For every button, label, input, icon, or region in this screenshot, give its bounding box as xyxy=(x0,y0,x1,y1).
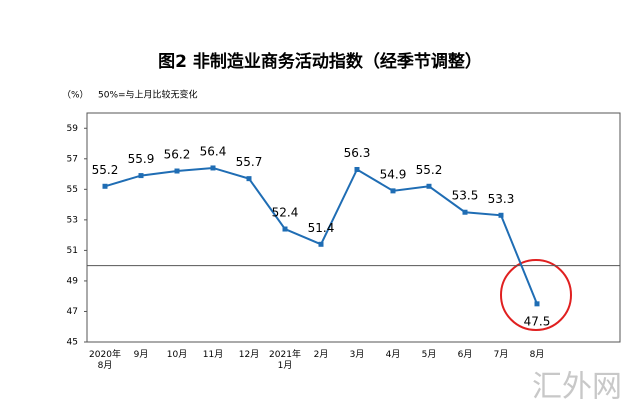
data-label: 55.7 xyxy=(236,155,263,169)
x-tick-label: 8月 xyxy=(529,350,545,360)
data-label: 55.2 xyxy=(416,163,443,177)
data-label: 51.4 xyxy=(308,221,335,235)
x-tick-label: 4月 xyxy=(385,350,401,360)
point xyxy=(498,212,504,218)
y-tick-label: 59 xyxy=(67,124,79,134)
chart-title: 图2 非制造业商务活动指数（经季节调整） xyxy=(158,51,482,72)
data-label: 55.2 xyxy=(92,163,119,177)
data-label: 53.5 xyxy=(452,189,479,203)
y-tick-label: 49 xyxy=(67,276,79,286)
x-tick-label: 11月 xyxy=(202,350,224,360)
point xyxy=(318,241,324,247)
point xyxy=(246,176,252,182)
y-tick-label: 47 xyxy=(67,307,78,317)
data-label: 55.9 xyxy=(128,152,155,166)
data-label: 56.3 xyxy=(344,146,371,160)
point xyxy=(534,301,540,307)
data-label: 56.4 xyxy=(200,144,227,158)
data-label: 47.5 xyxy=(524,314,551,328)
x-tick-label: 2021年 1月 xyxy=(269,350,301,371)
y-tick-label: 53 xyxy=(67,215,78,225)
point xyxy=(102,183,108,189)
unit-label: （%） xyxy=(62,90,89,101)
y-tick-label: 57 xyxy=(67,154,78,164)
x-tick-label: 2月 xyxy=(313,350,329,360)
data-label: 53.3 xyxy=(488,192,515,206)
point xyxy=(282,226,288,232)
point xyxy=(210,165,216,171)
x-tick-label: 12月 xyxy=(238,350,260,360)
point xyxy=(390,188,396,194)
point xyxy=(426,183,432,189)
point xyxy=(174,168,180,174)
x-tick-label: 9月 xyxy=(133,350,149,360)
note: 50%=与上月比较无变化 xyxy=(98,89,198,101)
data-label: 56.2 xyxy=(164,148,191,162)
x-tick-label: 10月 xyxy=(166,350,188,360)
x-tick-label: 2020年 8月 xyxy=(89,350,121,371)
x-tick-label: 3月 xyxy=(349,350,365,360)
y-tick-label: 45 xyxy=(67,338,78,348)
x-tick-label: 5月 xyxy=(421,350,437,360)
data-label: 52.4 xyxy=(272,206,299,220)
highlight-circle xyxy=(500,259,572,331)
x-tick-label: 6月 xyxy=(457,350,473,360)
point xyxy=(354,166,360,172)
point xyxy=(138,173,144,179)
data-label: 54.9 xyxy=(380,167,407,181)
y-tick-label: 55 xyxy=(67,185,78,195)
plot-frame xyxy=(86,112,621,343)
point xyxy=(462,209,468,215)
watermark: 汇外网 xyxy=(532,370,622,405)
x-tick-label: 7月 xyxy=(493,350,509,360)
y-tick-label: 51 xyxy=(67,246,78,256)
